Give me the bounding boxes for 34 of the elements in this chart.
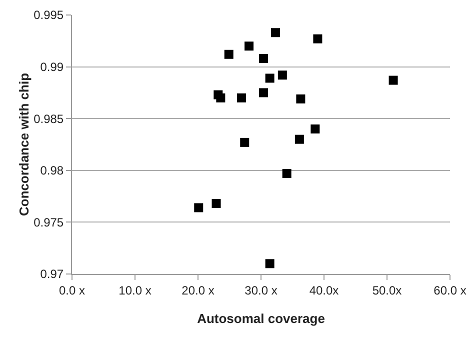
y-axis-title: Concordance with chip (16, 72, 32, 216)
point (236, 93, 246, 102)
point (265, 259, 274, 268)
x-tick-label: 20.0 x (182, 283, 214, 298)
point (216, 93, 226, 102)
point (278, 70, 287, 80)
point (294, 134, 304, 144)
point (259, 88, 268, 98)
point (240, 138, 250, 147)
x-tick-label: 60.0 x (434, 283, 466, 298)
y-tick-label: 0.99 (40, 60, 64, 74)
point (296, 94, 306, 104)
point (259, 54, 268, 64)
point (194, 203, 204, 212)
point (244, 42, 254, 51)
y-tick-label: 0.995 (34, 8, 64, 22)
x-tick-label: 10.0 x (118, 283, 152, 298)
point (313, 34, 322, 44)
x-axis-title: Autosomal coverage (197, 311, 325, 326)
x-tick-label: 30.0 x (244, 283, 278, 298)
x-tick-label: 50.0x (372, 283, 402, 298)
x-tick-label: 40.0x (309, 283, 339, 298)
point (270, 28, 280, 38)
y-tick-label: 0.975 (34, 215, 64, 230)
point (224, 50, 234, 59)
point (212, 199, 221, 208)
point (282, 169, 292, 178)
point (265, 74, 274, 83)
y-tick-label: 0.985 (34, 112, 64, 126)
point (310, 124, 320, 134)
y-tick-label: 0.97 (40, 267, 64, 282)
y-tick-label: 0.98 (40, 164, 64, 178)
point (388, 76, 398, 85)
x-tick-label: 0.0 x (58, 283, 86, 298)
